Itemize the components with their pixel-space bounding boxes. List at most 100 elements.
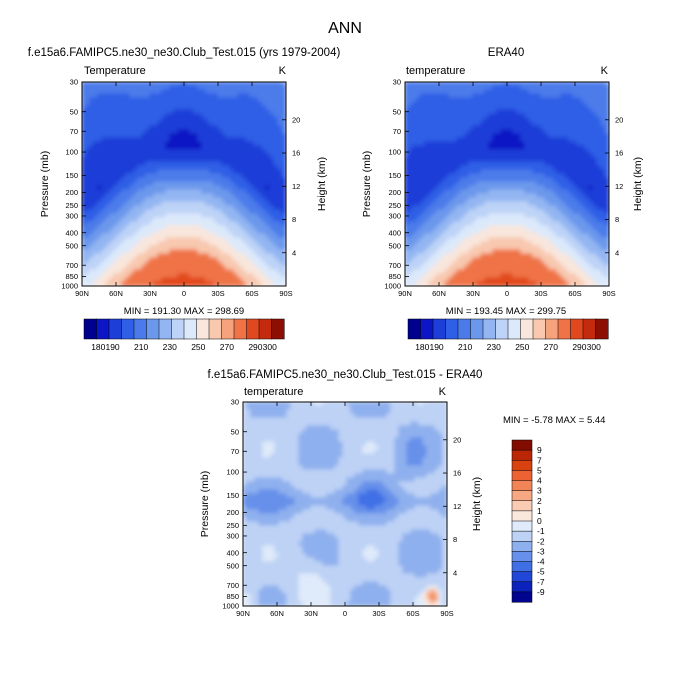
contour-cell [488, 277, 494, 283]
contour-cell [101, 181, 107, 187]
contour-cell [277, 169, 283, 175]
contour-cell [480, 233, 486, 239]
contour-cell [245, 145, 251, 151]
contour-cell [460, 105, 466, 111]
contour-cell [408, 145, 414, 151]
contour-cell [492, 157, 498, 163]
contour-cell [492, 249, 498, 255]
contour-cell [480, 165, 486, 171]
contour-cell [488, 145, 494, 151]
contour-cell [221, 265, 227, 271]
contour-cell [532, 237, 538, 243]
contour-cell [169, 93, 175, 99]
contour-cell [524, 89, 530, 95]
contour-cell [552, 269, 558, 275]
contour-cell [105, 181, 111, 187]
contour-cell [444, 261, 450, 267]
contour-cell [181, 237, 187, 243]
contour-cell [405, 217, 410, 223]
contour-cell [516, 257, 522, 263]
contour-cell [145, 169, 151, 175]
contour-cell [468, 281, 474, 286]
contour-cell [165, 221, 171, 227]
contour-cell [432, 129, 438, 135]
contour-cell [265, 169, 271, 175]
contour-cell [201, 265, 207, 271]
contour-cell [420, 165, 426, 171]
contour-cell [261, 193, 267, 199]
contour-cell [213, 237, 219, 243]
contour-cell [500, 189, 506, 195]
contour-cell [217, 85, 223, 91]
contour-cell [245, 129, 251, 135]
contour-cell [424, 229, 430, 235]
contour-cell [257, 133, 263, 139]
contour-cell [181, 165, 187, 171]
contour-cell [197, 217, 203, 223]
contour-cell [580, 201, 586, 207]
contour-cell [456, 89, 462, 95]
contour-cell [536, 197, 542, 203]
contour-cell [544, 153, 550, 159]
contour-cell [452, 197, 458, 203]
contour-cell [572, 193, 578, 199]
contour-cell [225, 197, 231, 203]
contour-cell [253, 213, 259, 219]
contour-cell [468, 277, 474, 283]
contour-cell [576, 125, 582, 131]
contour-cell [205, 201, 211, 207]
contour-cell [189, 173, 195, 179]
contour-cell [480, 181, 486, 187]
contour-cell [405, 253, 410, 259]
contour-cell [245, 209, 251, 215]
contour-cell [408, 113, 414, 119]
contour-cell [277, 217, 283, 223]
contour-cell [217, 253, 223, 259]
contour-cell [500, 257, 506, 263]
contour-cell [408, 261, 414, 267]
contour-cell [193, 217, 199, 223]
contour-cell [209, 241, 215, 247]
contour-cell [165, 245, 171, 251]
contour-cell [488, 269, 494, 275]
contour-cell [440, 221, 446, 227]
contour-cell [261, 273, 267, 279]
contour-cell [261, 225, 267, 231]
contour-cell [193, 277, 199, 283]
contour-cell [508, 82, 514, 87]
contour-cell [145, 217, 151, 223]
contour-cell [528, 193, 534, 199]
contour-cell [97, 125, 103, 131]
contour-cell [181, 145, 187, 151]
contour-cell [233, 141, 239, 147]
contour-cell [125, 281, 131, 286]
contour-cell [484, 233, 490, 239]
contour-cell [105, 82, 111, 87]
contour-cell [504, 117, 510, 123]
contour-cell [428, 169, 434, 175]
contour-cell [524, 141, 530, 147]
contour-cell [253, 149, 259, 155]
contour-cell [440, 189, 446, 195]
contour-cell [448, 209, 454, 215]
contour-cell [548, 125, 554, 131]
contour-cell [448, 149, 454, 155]
contour-cell [472, 189, 478, 195]
contour-cell [544, 237, 550, 243]
contour-cell [420, 97, 426, 103]
contour-cell [512, 229, 518, 235]
contour-cell [448, 153, 454, 159]
contour-cell [237, 237, 243, 243]
contour-cell [113, 89, 119, 95]
contour-cell [540, 237, 546, 243]
contour-cell [265, 201, 271, 207]
contour-cell [245, 105, 251, 111]
contour-cell [496, 205, 502, 211]
contour-cell [249, 93, 255, 99]
contour-cell [257, 137, 263, 143]
contour-cell [420, 205, 426, 211]
contour-cell [141, 221, 147, 227]
contour-cell [261, 241, 267, 247]
contour-cell [436, 201, 442, 207]
contour-cell [153, 225, 159, 231]
